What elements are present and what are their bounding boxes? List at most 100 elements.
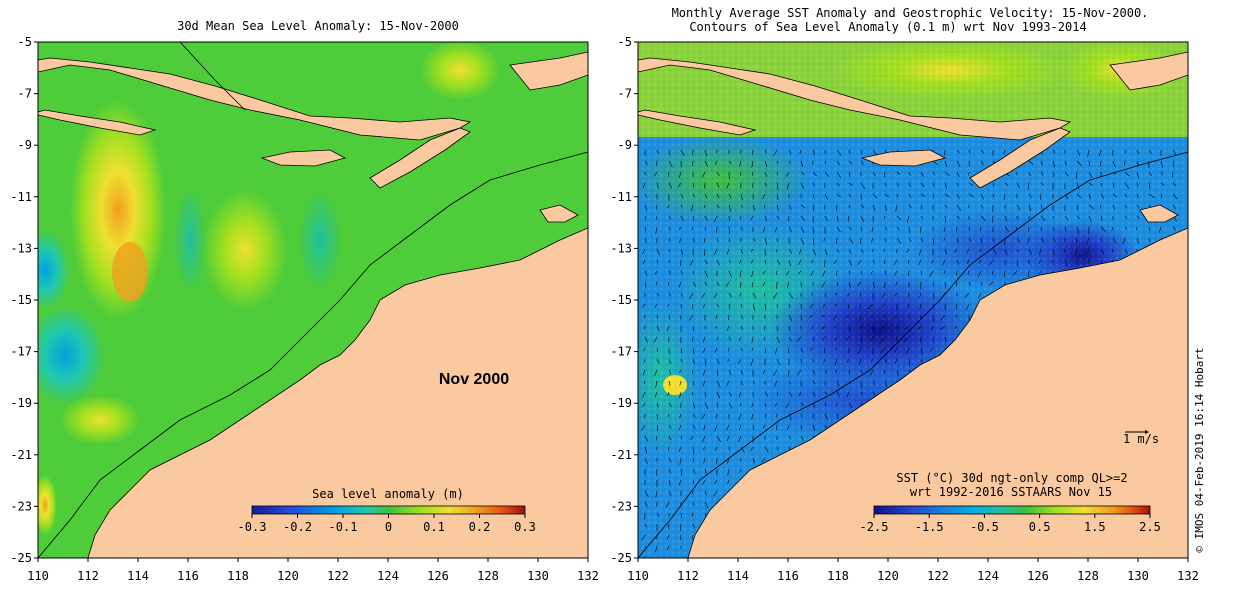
velocity-vector bbox=[1088, 160, 1090, 167]
velocity-vector bbox=[679, 424, 682, 430]
velocity-vector bbox=[702, 479, 706, 485]
velocity-vector bbox=[1124, 171, 1130, 177]
velocity-vector bbox=[668, 402, 672, 408]
velocity-vector bbox=[1100, 248, 1105, 255]
left-y-tick-label: -21 bbox=[10, 448, 32, 462]
velocity-vector bbox=[956, 149, 960, 154]
velocity-vector bbox=[1016, 182, 1020, 189]
velocity-vector bbox=[956, 270, 958, 276]
velocity-vector bbox=[904, 325, 910, 330]
velocity-vector bbox=[701, 292, 706, 299]
velocity-vector bbox=[692, 490, 694, 495]
velocity-vector bbox=[702, 380, 706, 387]
sla-trough-east bbox=[298, 190, 342, 290]
velocity-vector bbox=[773, 369, 778, 376]
velocity-vector bbox=[668, 358, 672, 364]
left-map-panel: 30d Mean Sea Level Anomaly: 15-Nov-2000 … bbox=[37, 19, 589, 559]
right-y-tick-label: -15 bbox=[610, 293, 632, 307]
velocity-vector bbox=[880, 336, 886, 343]
velocity-vector bbox=[644, 204, 648, 211]
velocity-vector bbox=[725, 281, 730, 287]
velocity-vector bbox=[1112, 160, 1116, 168]
velocity-vector bbox=[1160, 182, 1165, 186]
velocity-vector bbox=[848, 402, 853, 409]
velocity-vector bbox=[679, 391, 682, 399]
right-y-tick-label: -13 bbox=[610, 241, 632, 255]
velocity-vector bbox=[680, 468, 682, 476]
velocity-vector bbox=[1087, 149, 1090, 157]
velocity-vector bbox=[701, 413, 706, 420]
velocity-vector bbox=[678, 479, 682, 486]
left-x-tick-label: 124 bbox=[377, 569, 399, 583]
velocity-vector bbox=[752, 380, 755, 385]
velocity-vector bbox=[1112, 171, 1117, 175]
velocity-vector bbox=[788, 292, 793, 299]
velocity-vector bbox=[680, 534, 682, 541]
velocity-vector bbox=[1027, 270, 1030, 277]
velocity-vector bbox=[703, 347, 706, 353]
velocity-vector bbox=[979, 248, 982, 253]
velocity-vector bbox=[1111, 226, 1114, 231]
velocity-vector bbox=[666, 325, 670, 332]
velocity-vector bbox=[776, 171, 778, 176]
velocity-vector bbox=[1040, 171, 1044, 176]
velocity-vector bbox=[800, 347, 803, 353]
velocity-vector bbox=[716, 193, 720, 199]
velocity-vector bbox=[654, 270, 658, 275]
left-y-tick-label: -9 bbox=[18, 138, 32, 152]
velocity-vector bbox=[692, 149, 694, 155]
velocity-vector bbox=[1040, 193, 1042, 200]
velocity-vector bbox=[848, 193, 852, 198]
velocity-vector bbox=[1064, 171, 1069, 177]
velocity-vector bbox=[894, 347, 898, 353]
velocity-vector bbox=[655, 545, 658, 553]
velocity-vector bbox=[762, 193, 766, 200]
velocity-vector bbox=[847, 215, 850, 222]
velocity-vector bbox=[692, 237, 695, 243]
velocity-vector bbox=[680, 259, 682, 267]
velocity-vector bbox=[643, 358, 646, 363]
velocity-vector bbox=[764, 259, 767, 264]
velocity-vector bbox=[776, 160, 779, 165]
velocity-vector bbox=[968, 237, 971, 242]
velocity-vector bbox=[762, 369, 766, 375]
velocity-vector bbox=[980, 237, 983, 244]
velocity-vector bbox=[992, 182, 995, 187]
velocity-vector bbox=[810, 292, 814, 296]
velocity-vector bbox=[944, 182, 947, 189]
velocity-vector bbox=[799, 248, 802, 255]
velocity-vector bbox=[728, 270, 732, 278]
sst-colorbar-tick-label: 1.5 bbox=[1084, 520, 1106, 534]
velocity-vector bbox=[715, 325, 718, 329]
velocity-vector bbox=[920, 358, 923, 363]
velocity-vector bbox=[1028, 171, 1031, 176]
velocity-vector bbox=[1052, 248, 1055, 256]
velocity-vector bbox=[943, 226, 946, 232]
velocity-vector bbox=[703, 424, 706, 431]
velocity-vector bbox=[884, 193, 889, 198]
velocity-vector bbox=[704, 281, 707, 286]
velocity-vector bbox=[821, 325, 826, 330]
velocity-vector bbox=[860, 182, 866, 189]
velocity-vector bbox=[992, 270, 994, 275]
velocity-vector bbox=[668, 369, 672, 375]
velocity-vector bbox=[1040, 182, 1044, 186]
velocity-vector bbox=[692, 424, 696, 429]
velocity-vector bbox=[739, 259, 742, 264]
velocity-vector bbox=[809, 303, 814, 309]
velocity-vector bbox=[764, 391, 769, 397]
left-map-title: 30d Mean Sea Level Anomaly: 15-Nov-2000 bbox=[177, 19, 459, 33]
velocity-vector bbox=[727, 468, 730, 476]
velocity-vector bbox=[750, 259, 754, 264]
velocity-vector bbox=[836, 391, 840, 397]
velocity-vector bbox=[1013, 270, 1018, 276]
southern-island-right bbox=[638, 109, 757, 136]
velocity-vector bbox=[667, 281, 670, 286]
velocity-vector bbox=[800, 424, 802, 430]
velocity-vector bbox=[907, 270, 910, 277]
velocity-vector bbox=[824, 391, 828, 396]
left-x-tick-label: 122 bbox=[327, 569, 349, 583]
velocity-vector bbox=[689, 292, 694, 300]
velocity-vector bbox=[920, 215, 924, 219]
